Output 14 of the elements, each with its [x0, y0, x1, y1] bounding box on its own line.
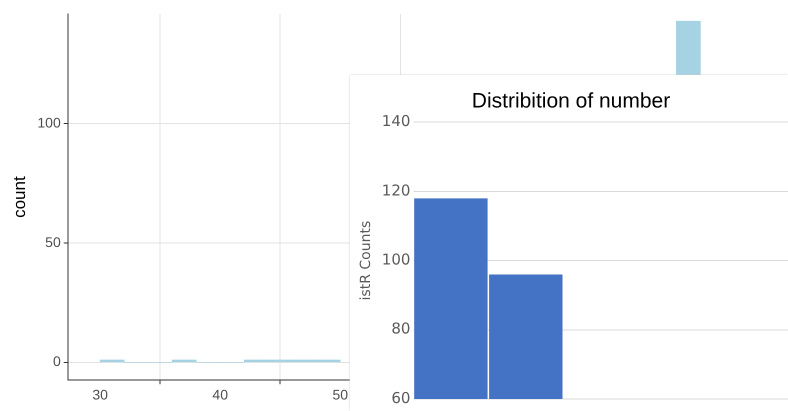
y-tick-label: 0 [52, 353, 61, 370]
chart-title: Distribition of number [472, 89, 670, 112]
y-axis-title: istR Counts [358, 220, 374, 300]
x-tick-label: 30 [92, 386, 108, 402]
x-tick-label: 50 [332, 386, 348, 402]
y-tick-label: 120 [382, 181, 410, 200]
y-tick-label: 50 [45, 234, 61, 250]
y-tick-label: 140 [382, 112, 410, 130]
y-tick-label: 100 [382, 250, 410, 268]
y-tick-label: 100 [37, 114, 61, 131]
x-tick-label: 40 [212, 386, 228, 402]
y-axis-title: count [10, 176, 29, 218]
y-tick-label: 60 [391, 388, 410, 407]
y-tick-label: 80 [391, 320, 410, 338]
